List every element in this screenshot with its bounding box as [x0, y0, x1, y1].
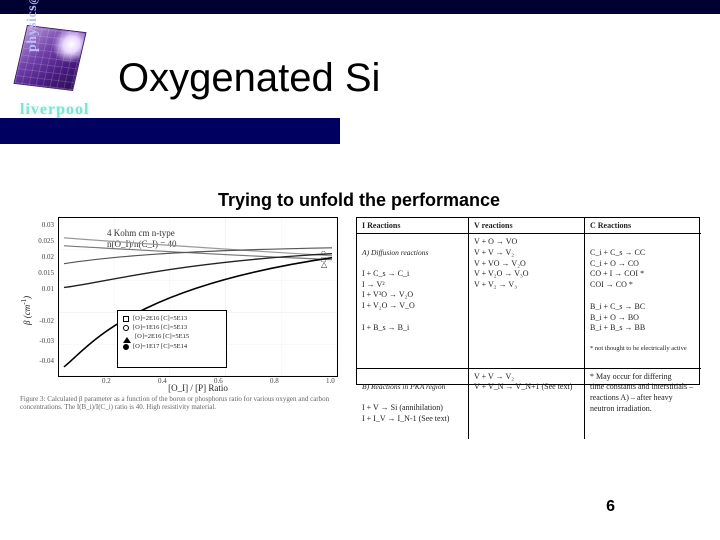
- subheading-A: A) Diffusion reactions: [362, 248, 463, 258]
- logo-liverpool: liverpool: [20, 101, 89, 119]
- slide-title: Oxygenated Si: [118, 56, 380, 101]
- chart-legend: [O]=2E16 [C]=5E13[O]=1E16 [C]=5E13[O]=2E…: [117, 310, 227, 368]
- chart-xlabel: [O_I] / [P] Ratio: [58, 383, 338, 393]
- col-header-C: C Reactions: [585, 218, 701, 234]
- subheading-B: B) Reactions in PKA region: [362, 382, 463, 392]
- cell-A-V: V + O → VO V + V → V₂ V + VO → V₂O V + V…: [469, 234, 585, 369]
- top-bar: [0, 0, 720, 14]
- cell-A-C: C_i + C_s → CC C_i + O → CO CO + I → COI…: [585, 234, 701, 369]
- figure-reactions-table: I Reactions V reactions C Reactions A) D…: [352, 215, 704, 413]
- note-electrically-active: * not thought to be electrically active: [590, 345, 696, 354]
- figure-left-caption: Figure 3: Calculated β parameter as a fu…: [20, 395, 340, 412]
- reactions-table: I Reactions V reactions C Reactions A) D…: [356, 217, 700, 385]
- cell-B-I: B) Reactions in PKA region I + V → Si (a…: [357, 369, 469, 439]
- logo: physics@ liverpool: [18, 22, 90, 117]
- figure-beta-chart: β (cm-1) 0.030.0250.020.0150.01-0.02-0.0…: [16, 215, 348, 413]
- page-number: 6: [606, 498, 615, 516]
- cell-B-V: V + V → V₂ V + V_N → V_N+1 (See text): [469, 369, 585, 439]
- col-header-I: I Reactions: [357, 218, 469, 234]
- col-header-V: V reactions: [469, 218, 585, 234]
- slide-subhead: Trying to unfold the performance: [218, 190, 500, 211]
- chart-ylabel: β (cm-1): [20, 296, 32, 325]
- logo-physics-label: physics@: [23, 0, 41, 52]
- cell-A-I: A) Diffusion reactions I + C_s → C_i I →…: [357, 234, 469, 369]
- chart-yticks: 0.030.0250.020.0150.01-0.02-0.03-0.04: [34, 215, 56, 375]
- title-underline-bar: [0, 118, 340, 144]
- figures-row: β (cm-1) 0.030.0250.020.0150.01-0.02-0.0…: [16, 215, 704, 413]
- cell-B-C: * May occur for differing time constants…: [585, 369, 701, 439]
- chart-frame: 4 Kohm cm n-type n(O_I)/n(C_I) = 40 [O]=…: [58, 217, 338, 377]
